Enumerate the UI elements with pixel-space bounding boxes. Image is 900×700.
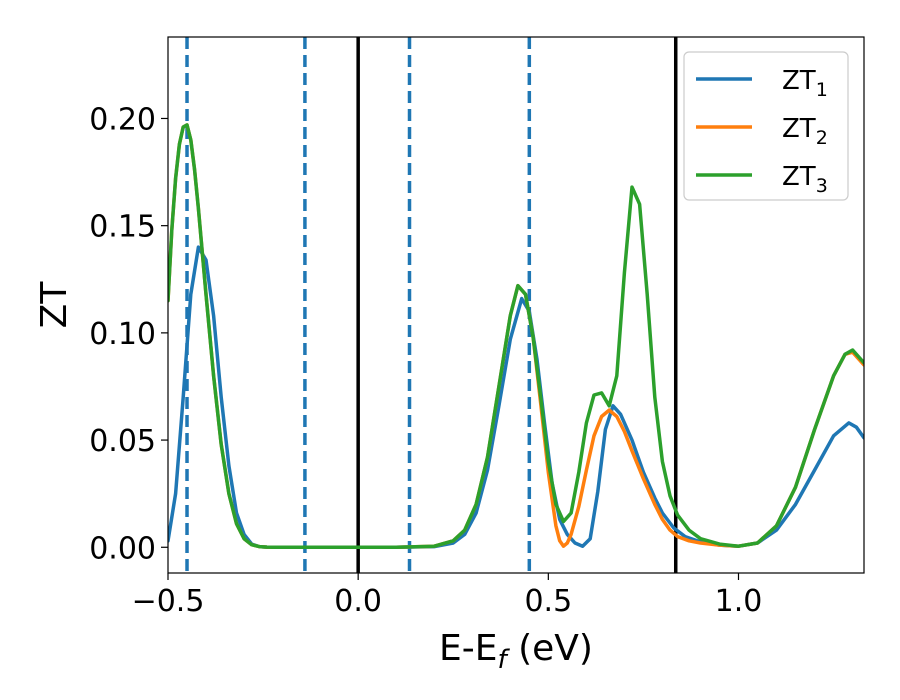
series-lines [168, 123, 864, 550]
plot-frame [167, 36, 865, 574]
x-tick-label: −0.5 [132, 584, 205, 619]
y-tick-label: 0.00 [89, 531, 156, 566]
legend: ZT1 ZT2 ZT3 [683, 51, 849, 201]
x-axis-ticks: −0.5 0.0 0.5 1.0 [132, 573, 763, 619]
y-tick-label: 0.20 [89, 102, 156, 137]
x-tick-label: 0.0 [334, 584, 382, 619]
x-axis-label: E-Ef (eV) [439, 628, 593, 675]
y-axis-ticks: 0.00 0.05 0.10 0.15 0.20 [89, 102, 168, 566]
x-axis-label-main: E-E [439, 628, 497, 669]
legend-label: ZT3 [782, 162, 828, 197]
y-tick-label: 0.10 [89, 317, 156, 352]
legend-box [683, 51, 849, 201]
x-axis-label-suffix: (eV) [507, 628, 593, 669]
y-tick-label: 0.05 [89, 424, 156, 459]
legend-label: ZT2 [782, 114, 828, 149]
reference-lines [185, 37, 678, 573]
x-tick-label: 1.0 [715, 584, 763, 619]
series-line-3 [168, 123, 864, 550]
x-tick-label: 0.5 [524, 584, 572, 619]
legend-label: ZT1 [782, 66, 828, 101]
y-tick-label: 0.15 [89, 210, 156, 245]
y-axis-label: ZT [34, 281, 75, 329]
